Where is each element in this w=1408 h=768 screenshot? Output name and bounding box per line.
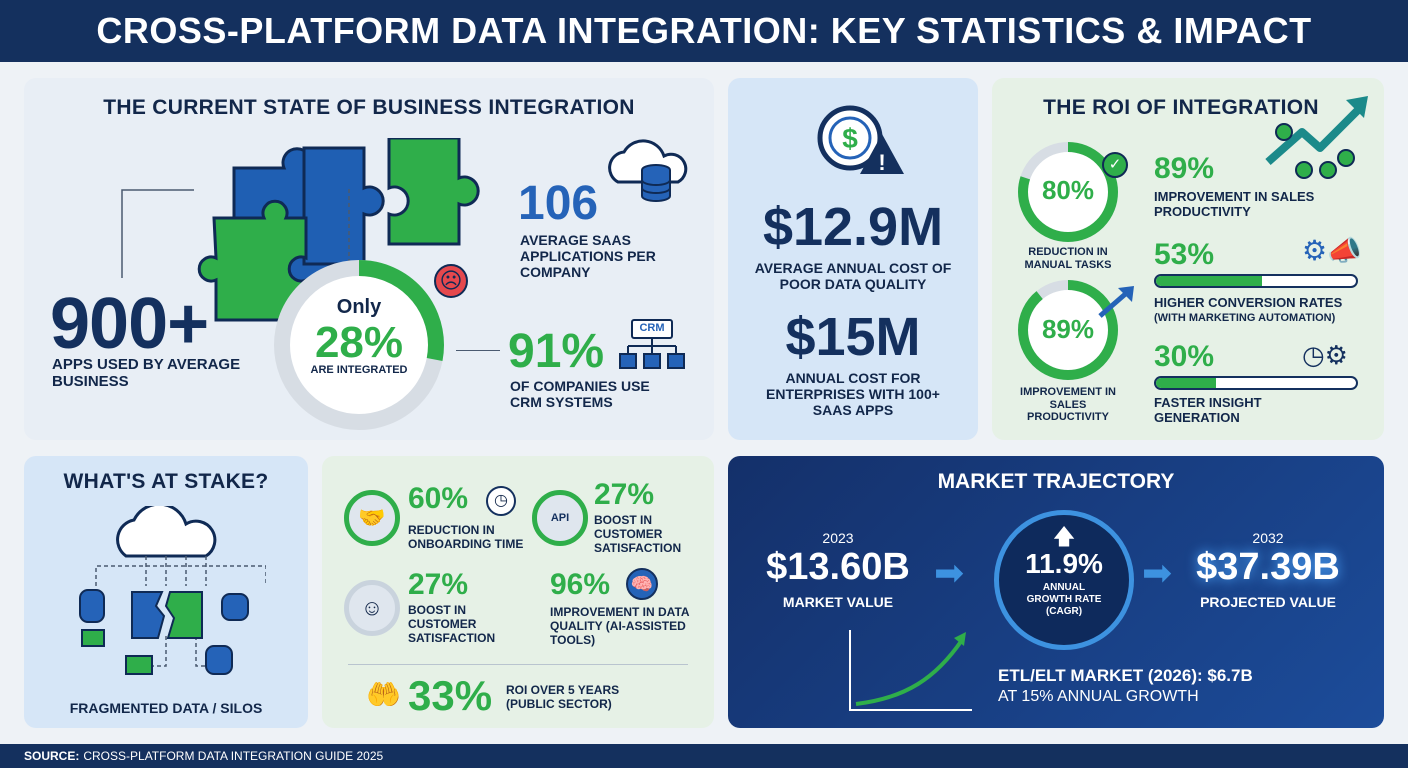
year-end: 2032	[1252, 530, 1284, 546]
caption-end: PROJECTED VALUE	[1200, 594, 1336, 610]
sales-productivity-ring	[1018, 280, 1118, 380]
stat2-sub: (WITH MARKETING AUTOMATION)	[1154, 312, 1336, 324]
cloud-database-icon	[608, 139, 688, 202]
stake-panel: WHAT'S AT STAKE? FRAGMENTED DATA / SILOS	[24, 456, 308, 728]
clock-gear-icon: ◷⚙	[1302, 340, 1348, 370]
benefit3-caption: BOOST IN CUSTOMER SATISFACTION	[408, 603, 496, 645]
ring1-value: 80%	[1041, 175, 1095, 205]
cost1-caption: AVERAGE ANNUAL COST OF POOR DATA QUALITY	[754, 260, 952, 293]
benefits-divider	[348, 664, 688, 665]
stat2-value: 53%	[1154, 238, 1215, 271]
gears-megaphone-icon: ⚙📣	[1302, 235, 1362, 266]
benefit4-value: 96%	[550, 568, 611, 601]
stake-title: WHAT'S AT STAKE?	[63, 470, 269, 493]
current-state-title: THE CURRENT STATE OF BUSINESS INTEGRATIO…	[103, 96, 635, 119]
roi-value: 33%	[408, 672, 493, 719]
ring-fill	[1018, 142, 1118, 242]
dollar-warning-icon: $ !	[817, 105, 904, 175]
value-start: $13.60B	[766, 546, 910, 588]
puzzle-icon	[197, 138, 480, 322]
cagr-circle	[994, 510, 1134, 650]
roi-panel: THE ROI OF INTEGRATION 80% ✓ REDUCTION I…	[992, 78, 1384, 440]
value-end: $37.39B	[1196, 546, 1340, 588]
ring2-value: 89%	[1041, 314, 1095, 344]
caption-start: MARKET VALUE	[782, 594, 894, 610]
stat2-caption: HIGHER CONVERSION RATES	[1154, 295, 1343, 310]
benefit2-value: 27%	[594, 478, 655, 511]
api-icon-label: API	[550, 512, 570, 524]
header-bar: CROSS-PLATFORM DATA INTEGRATION: KEY STA…	[0, 0, 1408, 62]
crm-hierarchy-icon	[619, 319, 685, 369]
money-hand-icon: 🤲	[366, 679, 401, 710]
integrated-value: 28%	[314, 318, 404, 367]
cost1-value: $12.9M	[762, 197, 944, 257]
cost2-value: $15M	[785, 307, 921, 367]
arrow-right-icon: ➡	[934, 552, 965, 593]
ring-fill	[274, 260, 444, 430]
connector-line-crm	[456, 350, 500, 351]
cagr-caption: ANNUAL GROWTH RATE (CAGR)	[1026, 582, 1102, 617]
only-label: Only	[336, 296, 382, 318]
manual-tasks-ring	[1018, 142, 1118, 242]
benefit1-caption: REDUCTION IN ONBOARDING TIME	[408, 523, 524, 551]
ring-fill	[1018, 280, 1118, 380]
etl-line: ETL/ELT MARKET (2026): $6.7B	[998, 666, 1253, 685]
up-arrow-icon: 🡅	[1052, 524, 1076, 549]
source-text: CROSS-PLATFORM DATA INTEGRATION GUIDE 20…	[83, 749, 384, 763]
crm-icon-label: CRM	[639, 322, 665, 334]
roi-title: THE ROI OF INTEGRATION	[1043, 96, 1319, 119]
brain-icon: 🧠	[626, 568, 658, 600]
benefit4-caption: IMPROVEMENT IN DATA QUALITY (AI-ASSISTED…	[550, 605, 690, 647]
svg-text:!: !	[878, 150, 885, 175]
benefit2-caption: BOOST IN CUSTOMER SATISFACTION	[594, 513, 682, 555]
arrow-right-icon: ➡	[1142, 552, 1173, 593]
ring1-caption: REDUCTION IN MANUAL TASKS	[1024, 246, 1112, 271]
apps-caption: APPS USED BY AVERAGE BUSINESS	[52, 356, 241, 391]
stat1-caption: IMPROVEMENT IN SALES PRODUCTIVITY	[1154, 189, 1315, 219]
benefit1-value: 60%	[408, 482, 469, 515]
cagr-value: 11.9%	[1025, 548, 1103, 579]
saas-value: 106	[518, 177, 599, 230]
up-arrow-icon	[1098, 286, 1134, 318]
crm-value: 91%	[508, 325, 605, 378]
handshake-icon: 🤝	[344, 490, 400, 546]
integrated-caption: ARE INTEGRATED	[310, 364, 408, 376]
footer-bar: SOURCE: CROSS-PLATFORM DATA INTEGRATION …	[0, 744, 1408, 768]
connector-lines	[121, 188, 350, 278]
clock-icon: ◷	[486, 486, 516, 516]
smiley-icon: ☺	[344, 580, 400, 636]
cost-panel: $ ! $12.9M AVERAGE ANNUAL COST OF POOR D…	[728, 78, 978, 440]
source-label: SOURCE:	[24, 749, 80, 763]
stat2-bar	[1154, 274, 1358, 288]
integrated-donut	[274, 260, 444, 430]
ring2-caption: IMPROVEMENT IN SALES PRODUCTIVITY	[1020, 386, 1116, 424]
benefit3-value: 27%	[408, 568, 469, 601]
check-icon: ✓	[1102, 152, 1128, 178]
cost2-caption: ANNUAL COST FOR ENTERPRISES WITH 100+ SA…	[766, 370, 940, 419]
year-start: 2023	[822, 530, 854, 546]
saas-caption: AVERAGE SAAS APPLICATIONS PER COMPANY	[520, 232, 656, 281]
roi-caption: ROI OVER 5 YEARS (PUBLIC SECTOR)	[506, 683, 620, 711]
page-title: CROSS-PLATFORM DATA INTEGRATION: KEY STA…	[96, 10, 1312, 51]
growth-arrow-icon	[1265, 96, 1368, 179]
stat3-bar	[1154, 376, 1358, 390]
api-gear-icon: API	[532, 490, 588, 546]
growth-curve-icon	[849, 630, 972, 711]
crm-caption: OF COMPANIES USE CRM SYSTEMS	[510, 378, 650, 411]
fragmented-data-icon	[79, 506, 266, 675]
market-title: MARKET TRAJECTORY	[937, 470, 1175, 493]
etl-sub: AT 15% ANNUAL GROWTH	[998, 688, 1199, 705]
apps-value: 900+	[50, 284, 209, 364]
market-panel: MARKET TRAJECTORY 2023 $13.60B MARKET VA…	[728, 456, 1384, 728]
stat3-value: 30%	[1154, 340, 1215, 373]
svg-text:$: $	[842, 123, 858, 154]
benefits-panel: 🤝 60% ◷ REDUCTION IN ONBOARDING TIME API…	[322, 456, 714, 728]
stake-caption: FRAGMENTED DATA / SILOS	[69, 700, 263, 716]
stat3-caption: FASTER INSIGHT GENERATION	[1154, 395, 1262, 425]
current-state-panel: THE CURRENT STATE OF BUSINESS INTEGRATIO…	[24, 78, 714, 440]
sad-face-icon: ☹	[434, 264, 468, 298]
stat1-value: 89%	[1154, 152, 1215, 185]
